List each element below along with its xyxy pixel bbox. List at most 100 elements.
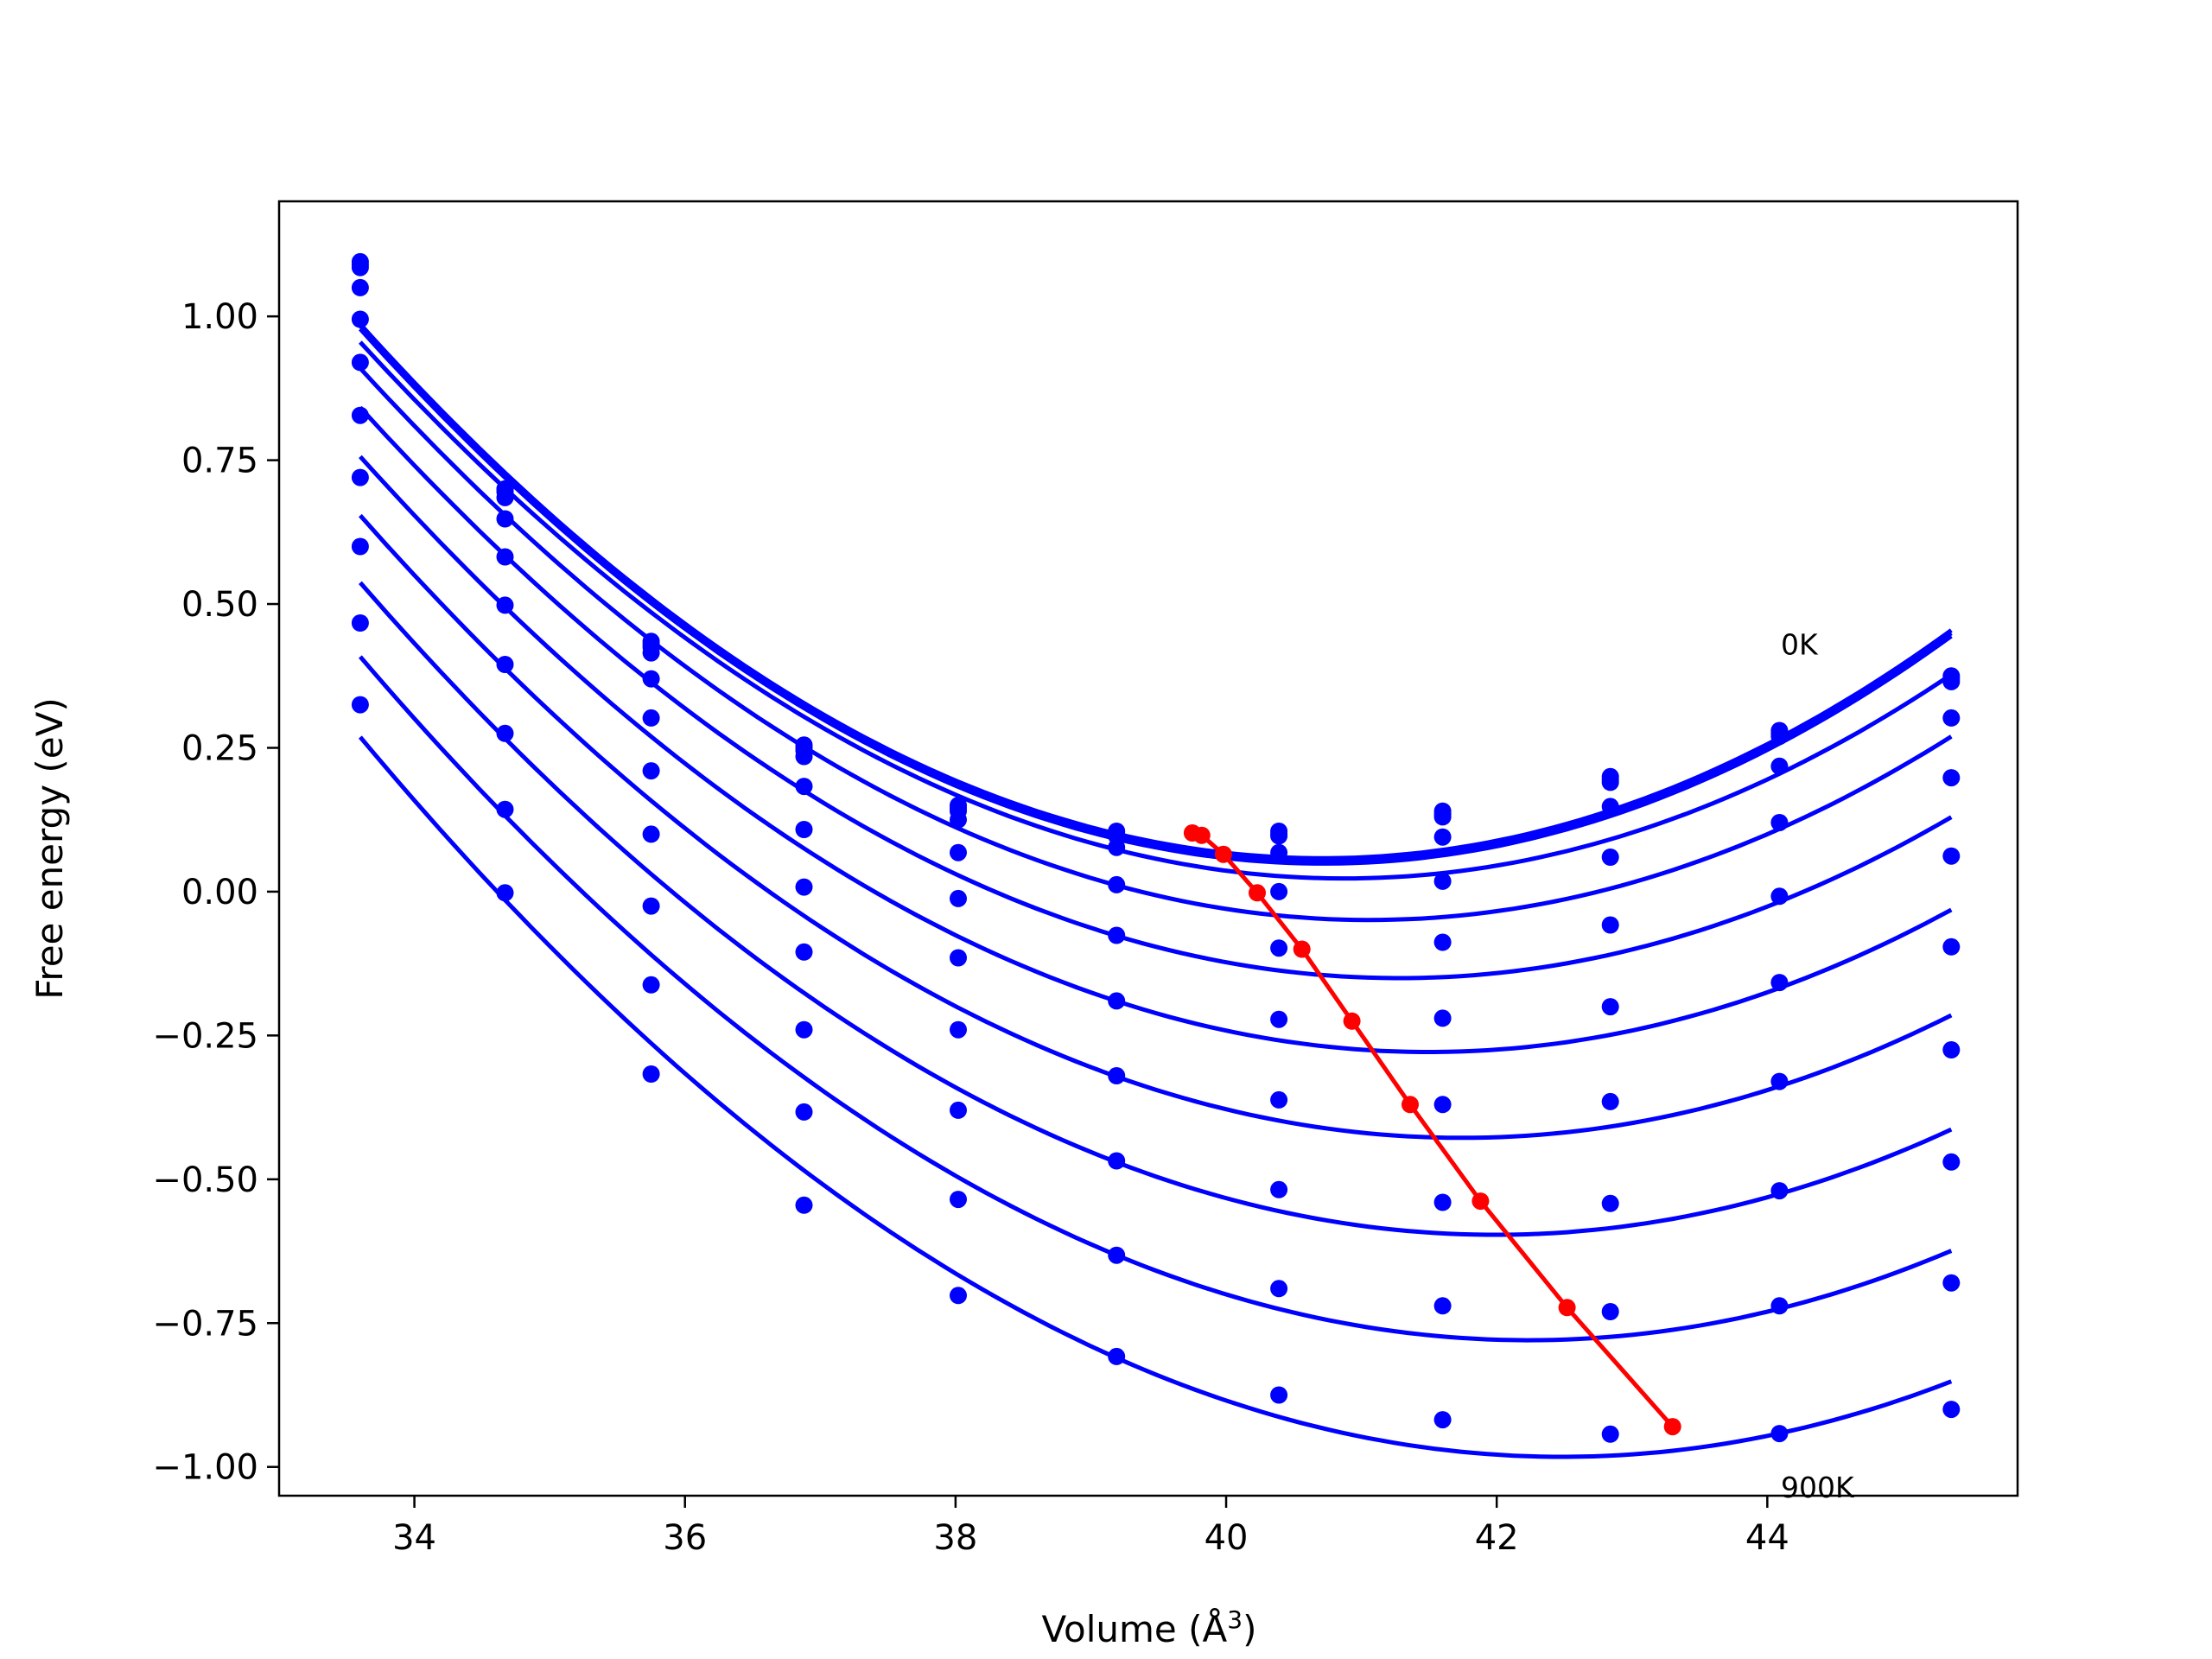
minimum-point	[1471, 1192, 1490, 1211]
data-point	[1433, 933, 1452, 951]
data-point	[1770, 1072, 1789, 1090]
data-point	[1433, 872, 1452, 890]
data-point	[351, 258, 369, 276]
data-point	[1108, 992, 1126, 1010]
data-point	[496, 884, 514, 902]
data-point	[1270, 843, 1288, 861]
data-point	[1942, 1274, 1961, 1292]
y-tick-label: −1.00	[152, 1448, 258, 1488]
y-tick-label: −0.75	[152, 1304, 258, 1344]
data-point	[1770, 1297, 1789, 1315]
data-point	[1108, 1152, 1126, 1170]
data-point	[351, 614, 369, 632]
data-point	[950, 810, 967, 829]
data-point	[1270, 1090, 1288, 1109]
fit-curve	[359, 454, 1953, 1054]
minimum-point	[1192, 826, 1211, 844]
y-tick-label: −0.25	[152, 1016, 258, 1056]
x-tick-label: 44	[1745, 1518, 1789, 1558]
data-point	[1108, 1067, 1126, 1084]
data-point	[1601, 798, 1619, 816]
data-point	[1108, 1246, 1126, 1264]
data-point	[351, 353, 369, 372]
data-point	[351, 278, 369, 296]
data-point	[795, 821, 813, 838]
data-point	[1108, 1347, 1126, 1365]
data-point	[351, 468, 369, 486]
fit-curve	[359, 655, 1953, 1343]
data-point	[1601, 1092, 1619, 1110]
data-point	[1270, 1180, 1288, 1198]
data-point	[1942, 1041, 1961, 1058]
y-tick-label: 0.75	[181, 442, 258, 481]
fit-curve	[358, 735, 1953, 1459]
data-point	[1433, 1297, 1452, 1315]
data-point	[496, 548, 514, 566]
y-tick-label: 0.50	[181, 585, 258, 625]
data-point	[1433, 1193, 1452, 1211]
x-axis-label: Volume (Å3)	[1042, 1605, 1257, 1650]
data-point	[950, 843, 967, 861]
fit-curve	[359, 327, 1953, 866]
fit-curve	[359, 366, 1953, 923]
minimum-point	[1558, 1299, 1576, 1317]
data-point	[1601, 1194, 1619, 1212]
data-point	[496, 656, 514, 673]
data-point	[950, 889, 967, 907]
data-point	[1433, 1411, 1452, 1429]
data-point	[1108, 926, 1126, 944]
data-point	[1601, 998, 1619, 1016]
fit-curve	[359, 340, 1953, 881]
data-point	[496, 596, 514, 614]
data-point	[950, 1020, 967, 1039]
data-point	[496, 724, 514, 742]
data-point	[1270, 882, 1288, 900]
data-point	[642, 762, 660, 780]
data-point	[642, 976, 660, 994]
plot-area	[351, 252, 1961, 1459]
y-tick-label: 0.25	[181, 728, 258, 768]
data-point	[1270, 1386, 1288, 1404]
y-axis: 1.00 0.75 0.50 0.25 0.00 −0.25 −0.50 −0.75 −1.00	[152, 297, 279, 1488]
data-point	[1770, 887, 1789, 906]
minimum-point	[1249, 884, 1266, 902]
data-point	[1270, 1010, 1288, 1028]
minimum-point	[1402, 1096, 1419, 1114]
data-point	[1270, 939, 1288, 957]
x-tick-label: 36	[663, 1518, 707, 1558]
x-axis: 34 36 38 40 42 44	[392, 1496, 1789, 1558]
axes-frame	[277, 200, 2019, 1497]
data-point	[496, 800, 514, 818]
annotation-label: 900K	[1781, 1471, 1855, 1504]
minimum-point	[1343, 1012, 1361, 1030]
data-point	[1270, 827, 1288, 845]
data-point	[1770, 757, 1789, 775]
data-point	[351, 696, 369, 714]
data-point	[642, 897, 660, 915]
annotation-label: 0K	[1781, 628, 1819, 662]
data-point	[1770, 728, 1789, 746]
data-point	[1942, 1401, 1961, 1419]
fit-curve	[359, 513, 1953, 1141]
x-tick-label: 38	[933, 1518, 977, 1558]
x-tick-label: 34	[392, 1518, 436, 1558]
data-point	[1942, 709, 1961, 727]
data-point	[496, 488, 514, 506]
data-point	[1433, 828, 1452, 846]
data-point	[1942, 938, 1961, 956]
data-point	[1433, 808, 1452, 826]
fit-curve	[359, 405, 1953, 981]
data-point	[1770, 1425, 1789, 1443]
annotations: 0K 900K	[1781, 628, 1855, 1504]
data-point	[950, 949, 967, 967]
x-tick-label: 42	[1475, 1518, 1519, 1558]
minimum-point	[1293, 940, 1311, 958]
data-point	[1108, 875, 1126, 893]
data-point	[1270, 1280, 1288, 1298]
data-point	[1433, 1096, 1452, 1114]
minimum-point	[1214, 845, 1232, 863]
data-point	[1433, 1009, 1452, 1027]
data-point	[1601, 849, 1619, 866]
data-point	[351, 406, 369, 424]
